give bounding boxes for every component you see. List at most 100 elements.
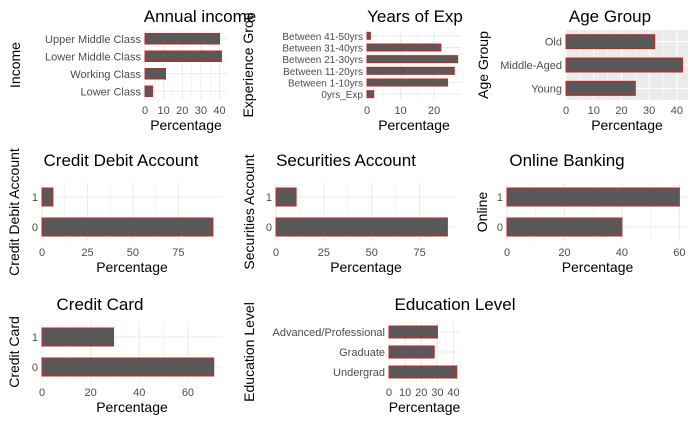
bar xyxy=(366,90,375,99)
y-tick-label: Advanced/Professional xyxy=(272,327,385,339)
chart-panel-5: 0 1 0 25 50 75 Percentage Securities Account Sec… xyxy=(241,151,456,275)
panel-background xyxy=(367,30,461,100)
x-tick-label: 0 xyxy=(39,247,45,259)
y-axis-label: Education Level xyxy=(241,302,257,402)
x-tick-label: 20 xyxy=(428,105,440,117)
y-tick-label: 0yrs_Exp xyxy=(321,90,363,101)
y-tick-label: Middle-Aged xyxy=(500,60,562,72)
x-tick-label: 30 xyxy=(431,387,443,399)
chart-panel-1: Lower Class Working Class Lower Middle Cla… xyxy=(7,7,256,133)
chart-panel-8: Undergrad Graduate Advanced/Professional 0 1… xyxy=(241,295,515,415)
bar xyxy=(41,357,215,377)
y-axis-label: Income xyxy=(7,42,23,88)
x-tick-label: 40 xyxy=(616,247,628,259)
y-tick-label: Graduate xyxy=(339,347,385,359)
y-tick-label: Upper Middle Class xyxy=(45,34,141,46)
x-tick-label: 75 xyxy=(413,247,425,259)
x-tick-label: 50 xyxy=(127,247,139,259)
chart-title: Credit Debit Account xyxy=(44,151,199,170)
chart-panel-4: 0 1 0 25 50 75 Percentage Credit Debit Account C… xyxy=(6,148,222,276)
bar xyxy=(366,66,455,75)
x-tick-label: 50 xyxy=(366,247,378,259)
x-tick-label: 0 xyxy=(39,387,45,399)
bar xyxy=(565,57,683,73)
y-tick-label: 0 xyxy=(32,362,38,374)
bar xyxy=(366,78,449,87)
x-tick-label: 10 xyxy=(158,105,170,117)
x-tick-label: 20 xyxy=(85,387,97,399)
chart-title: Annual income xyxy=(144,7,256,26)
y-tick-label: 1 xyxy=(32,332,38,344)
bar xyxy=(41,327,115,347)
y-tick-label: Between 1-10yrs xyxy=(288,79,363,90)
chart-title: Credit Card xyxy=(57,295,144,314)
bar xyxy=(144,85,153,97)
bar xyxy=(506,217,623,237)
bar xyxy=(366,55,459,64)
chart-title: Online Banking xyxy=(509,151,624,170)
y-tick-label: Lower Middle Class xyxy=(45,51,141,63)
y-tick-label: Between 31-40yrs xyxy=(282,44,363,55)
y-tick-label: 1 xyxy=(32,192,38,204)
y-tick-label: 0 xyxy=(266,222,272,234)
y-axis-label: Securities Account xyxy=(241,154,257,269)
x-tick-label: 30 xyxy=(643,105,655,117)
bar xyxy=(388,345,435,359)
x-axis-label: Percentage xyxy=(378,117,450,133)
bar xyxy=(144,50,222,62)
x-axis-label: Percentage xyxy=(591,117,663,133)
y-tick-label: 1 xyxy=(266,192,272,204)
y-axis-label: Experience Grou xyxy=(240,12,256,117)
x-tick-label: 40 xyxy=(447,387,459,399)
x-tick-label: 40 xyxy=(671,105,683,117)
x-tick-label: 0 xyxy=(364,105,370,117)
bar xyxy=(388,325,438,339)
bar xyxy=(275,187,297,207)
x-tick-label: 0 xyxy=(504,247,510,259)
x-tick-label: 60 xyxy=(182,387,194,399)
x-axis-label: Percentage xyxy=(330,259,402,275)
y-axis-label: Online xyxy=(474,192,490,233)
y-tick-label: Working Class xyxy=(70,69,141,81)
y-tick-label: Old xyxy=(545,37,562,49)
chart-title: Years of Exp xyxy=(367,7,463,26)
bar xyxy=(565,80,636,96)
chart-title: Age Group xyxy=(569,7,651,26)
x-tick-label: 40 xyxy=(213,105,225,117)
bar xyxy=(506,187,680,207)
x-axis-label: Percentage xyxy=(389,399,461,415)
x-tick-label: 20 xyxy=(176,105,188,117)
x-tick-label: 0 xyxy=(142,105,148,117)
bar xyxy=(275,217,448,237)
x-tick-label: 30 xyxy=(195,105,207,117)
bar xyxy=(366,43,442,52)
y-axis-label: Credit Card xyxy=(6,316,22,388)
x-tick-label: 20 xyxy=(558,247,570,259)
y-tick-label: Between 11-20yrs xyxy=(283,67,363,78)
x-tick-label: 20 xyxy=(415,387,427,399)
x-tick-label: 10 xyxy=(399,387,411,399)
bar xyxy=(41,217,214,237)
y-tick-label: Undergrad xyxy=(333,367,385,379)
y-tick-label: Between 41-50yrs xyxy=(282,32,363,43)
chart-title: Education Level xyxy=(395,295,516,314)
x-tick-label: 10 xyxy=(394,105,406,117)
chart-panel-3: Young Middle-Aged Old 0 10 20 30 40 Percentage Ag… xyxy=(475,7,688,133)
y-tick-label: 1 xyxy=(497,192,503,204)
chart-title: Securities Account xyxy=(276,151,416,170)
bar xyxy=(144,33,221,45)
x-axis-label: Percentage xyxy=(562,259,634,275)
bar xyxy=(144,68,166,80)
y-tick-label: Lower Class xyxy=(80,86,141,98)
y-tick-label: Between 21-30yrs xyxy=(282,55,363,66)
bar xyxy=(366,31,371,40)
y-tick-label: Young xyxy=(531,83,562,95)
x-tick-label: 0 xyxy=(563,105,569,117)
x-tick-label: 10 xyxy=(588,105,600,117)
x-tick-label: 25 xyxy=(81,247,93,259)
y-tick-label: 0 xyxy=(497,222,503,234)
